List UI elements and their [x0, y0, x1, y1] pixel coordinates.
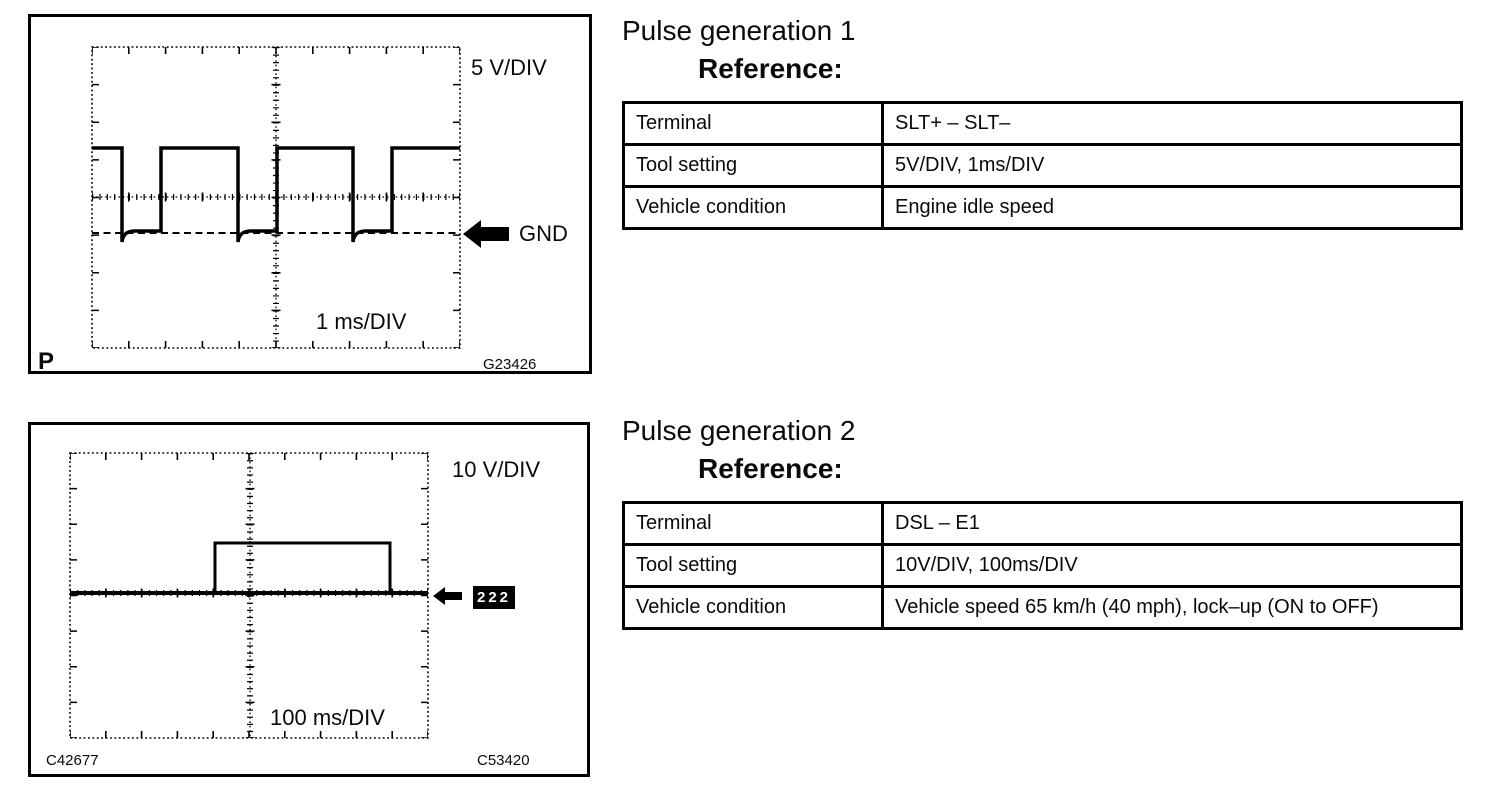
section-2: Pulse generation 2 Reference: Terminal D…: [622, 416, 1467, 630]
figure-code-left: C42677: [46, 752, 99, 769]
table-row: Tool setting 10V/DIV, 100ms/DIV: [622, 542, 1463, 588]
time-per-div-label: 1 ms/DIV: [316, 309, 407, 334]
figure-code: C53420: [477, 752, 530, 769]
table-row: Terminal SLT+ – SLT–: [622, 100, 1463, 146]
table-row: Terminal DSL – E1: [622, 500, 1463, 546]
oscilloscope-figure-2: 10 V/DIV 100 ms/DIV 222 C42677 C53420: [28, 422, 590, 777]
row-value: SLT+ – SLT–: [881, 100, 1463, 146]
time-per-div-label: 100 ms/DIV: [270, 705, 385, 730]
gnd-arrow-icon: [463, 220, 509, 248]
row-label: Vehicle condition: [622, 184, 884, 230]
gnd-label: GND: [519, 221, 568, 246]
volts-per-div-label: 10 V/DIV: [452, 457, 541, 482]
reference-table-1: Terminal SLT+ – SLT– Tool setting 5V/DIV…: [622, 100, 1463, 230]
page-marker: P: [38, 348, 55, 375]
row-value: 10V/DIV, 100ms/DIV: [881, 542, 1463, 588]
volts-per-div-label: 5 V/DIV: [471, 55, 547, 80]
section-title: Pulse generation 2: [622, 415, 856, 446]
row-value: DSL – E1: [881, 500, 1463, 546]
oscilloscope-figure-1: 5 V/DIV GND 1 ms/DIV P G23426: [28, 14, 592, 374]
waveform-chart-1: [28, 14, 592, 374]
waveform-chart-2: [28, 422, 590, 777]
row-label: Terminal: [622, 100, 884, 146]
row-label: Tool setting: [622, 542, 884, 588]
inverse-video-label: 222: [473, 586, 515, 609]
waveform-trace-1: [92, 146, 460, 243]
table-row: Vehicle condition Engine idle speed: [622, 184, 1463, 230]
reference-table-2: Terminal DSL – E1 Tool setting 10V/DIV, …: [622, 500, 1463, 630]
table-row: Tool setting 5V/DIV, 1ms/DIV: [622, 142, 1463, 188]
row-value: Engine idle speed: [881, 184, 1463, 230]
row-label: Vehicle condition: [622, 584, 884, 630]
baseline-arrow-icon: [433, 587, 462, 605]
section-1: Pulse generation 1 Reference: Terminal S…: [622, 16, 1467, 230]
row-value: 5V/DIV, 1ms/DIV: [881, 142, 1463, 188]
section-title: Pulse generation 1: [622, 15, 856, 46]
figure-code: G23426: [483, 356, 537, 373]
reference-heading: Reference:: [698, 453, 843, 485]
row-value: Vehicle speed 65 km/h (40 mph), lock–up …: [881, 584, 1463, 630]
table-row: Vehicle condition Vehicle speed 65 km/h …: [622, 584, 1463, 630]
row-label: Tool setting: [622, 142, 884, 188]
waveform-trace-2: [213, 541, 392, 593]
row-label: Terminal: [622, 500, 884, 546]
reference-heading: Reference:: [698, 53, 843, 85]
